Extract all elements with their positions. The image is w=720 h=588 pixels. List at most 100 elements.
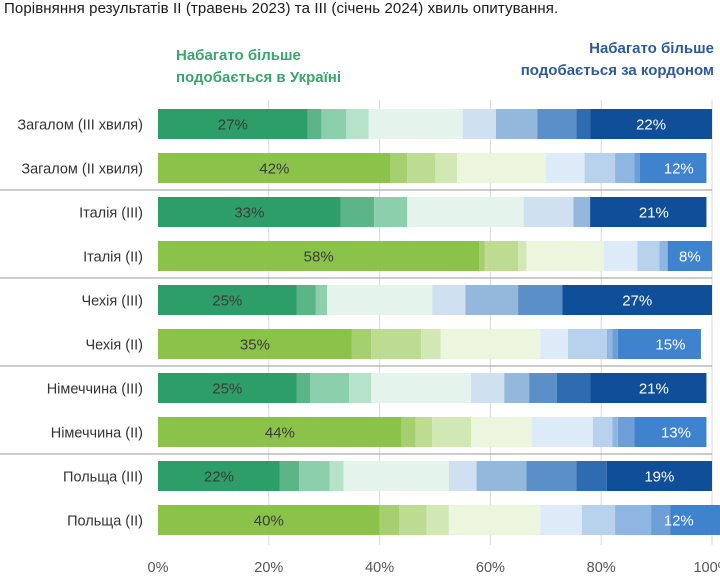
bar-segment bbox=[603, 241, 638, 271]
x-tick-label: 40% bbox=[365, 560, 394, 576]
bar-segment bbox=[484, 241, 519, 271]
category-label: Італія (III) bbox=[79, 206, 143, 222]
bar-segment bbox=[537, 109, 577, 139]
legend-ukraine-line1: Набагато більше bbox=[176, 47, 301, 64]
bar-segment bbox=[634, 153, 640, 183]
x-tick-label: 0% bbox=[148, 560, 169, 576]
legend-abroad-line2: подобається за кордоном bbox=[520, 62, 714, 79]
bar-segment bbox=[368, 109, 463, 139]
bar-segment bbox=[346, 109, 369, 139]
bar-segment bbox=[299, 461, 330, 491]
bar-segment bbox=[465, 285, 519, 315]
bar-segment bbox=[590, 373, 707, 403]
bar-segment bbox=[667, 241, 712, 271]
bar-segment bbox=[526, 461, 577, 491]
bar-segment bbox=[615, 505, 652, 535]
bar-segment bbox=[540, 505, 582, 535]
bar-segment bbox=[617, 329, 701, 359]
bar-label-left: 25% bbox=[212, 293, 242, 310]
bar-label-right: 13% bbox=[661, 425, 691, 442]
bar-segment bbox=[340, 197, 375, 227]
bar-segment bbox=[617, 417, 635, 447]
bar-segment bbox=[462, 109, 496, 139]
bar-label-left: 33% bbox=[234, 205, 264, 222]
bar-segment bbox=[296, 285, 316, 315]
bar-segment bbox=[639, 153, 707, 183]
bar-segment bbox=[670, 505, 720, 535]
bar-segment bbox=[529, 373, 557, 403]
bar-segment bbox=[158, 241, 480, 271]
bar-segment bbox=[371, 373, 472, 403]
bar-segment bbox=[407, 197, 524, 227]
x-tick-label: 80% bbox=[587, 560, 616, 576]
bar-segment bbox=[310, 373, 350, 403]
bar-segment bbox=[158, 153, 391, 183]
bar-segment bbox=[590, 109, 712, 139]
category-label: Загалом (II хвиля) bbox=[21, 162, 143, 178]
bar-label-right: 12% bbox=[664, 161, 694, 178]
bar-label-left: 25% bbox=[212, 381, 242, 398]
bar-label-left: 42% bbox=[259, 161, 289, 178]
category-label: Польща (III) bbox=[63, 470, 143, 486]
bar-segment bbox=[606, 329, 613, 359]
category-label: Німеччина (III) bbox=[47, 382, 143, 398]
bar-segment bbox=[158, 109, 308, 139]
bar-segment bbox=[315, 285, 327, 315]
x-tick-label: 100% bbox=[693, 560, 720, 576]
x-tick-label: 20% bbox=[254, 560, 283, 576]
bar-segment bbox=[567, 329, 607, 359]
bar-segment bbox=[349, 373, 372, 403]
bar-label-right: 21% bbox=[639, 205, 669, 222]
bar-segment bbox=[573, 197, 591, 227]
bar-segment bbox=[435, 153, 458, 183]
bar-segment bbox=[471, 373, 505, 403]
x-tick-label: 60% bbox=[476, 560, 505, 576]
bar-segment bbox=[421, 329, 441, 359]
bar-segment bbox=[158, 197, 341, 227]
bar-segment bbox=[432, 285, 466, 315]
bar-segment bbox=[457, 153, 546, 183]
bar-segment bbox=[440, 329, 541, 359]
bar-segment bbox=[479, 241, 485, 271]
category-label: Італія (II) bbox=[83, 250, 143, 266]
bar-segment bbox=[637, 241, 660, 271]
bar-label-right: 21% bbox=[639, 381, 669, 398]
bar-segment bbox=[158, 373, 297, 403]
bar-label-left: 40% bbox=[254, 513, 284, 530]
bar-segment bbox=[545, 153, 585, 183]
bar-segment bbox=[518, 241, 527, 271]
bar-segment bbox=[401, 417, 416, 447]
legend-abroad: Набагато більше подобається за кордоном bbox=[521, 38, 714, 82]
bar-segment bbox=[374, 197, 408, 227]
bar-segment bbox=[651, 505, 671, 535]
bar-label-right: 22% bbox=[636, 117, 666, 134]
bar-label-right: 8% bbox=[679, 249, 701, 266]
bar-segment bbox=[634, 417, 707, 447]
bar-segment bbox=[606, 461, 712, 491]
legend-ukraine-line2: подобається в Україні bbox=[176, 69, 342, 86]
bar-segment bbox=[584, 153, 616, 183]
bar-label-left: 58% bbox=[304, 249, 334, 266]
bar-segment bbox=[581, 505, 616, 535]
chart-title: Порівняння результатів II (травень 2023)… bbox=[4, 0, 559, 17]
bar-segment bbox=[531, 417, 593, 447]
bar-label-right: 19% bbox=[644, 469, 674, 486]
bar-segment bbox=[448, 505, 541, 535]
bar-segment bbox=[426, 505, 449, 535]
bar-label-left: 22% bbox=[204, 469, 234, 486]
legend-ukraine: Набагато більше подобається в Україні bbox=[176, 45, 341, 89]
bar-segment bbox=[415, 417, 433, 447]
bar-segment bbox=[495, 109, 538, 139]
bar-segment bbox=[526, 241, 604, 271]
bar-segment bbox=[471, 417, 532, 447]
bar-segment bbox=[307, 109, 322, 139]
category-label: Польща (II) bbox=[67, 514, 143, 530]
bar-segment bbox=[158, 461, 280, 491]
bar-label-right: 15% bbox=[655, 337, 685, 354]
bar-segment bbox=[576, 109, 591, 139]
bar-segment bbox=[576, 461, 607, 491]
bar-segment bbox=[540, 329, 568, 359]
bar-segment bbox=[398, 505, 427, 535]
bar-segment bbox=[321, 109, 347, 139]
